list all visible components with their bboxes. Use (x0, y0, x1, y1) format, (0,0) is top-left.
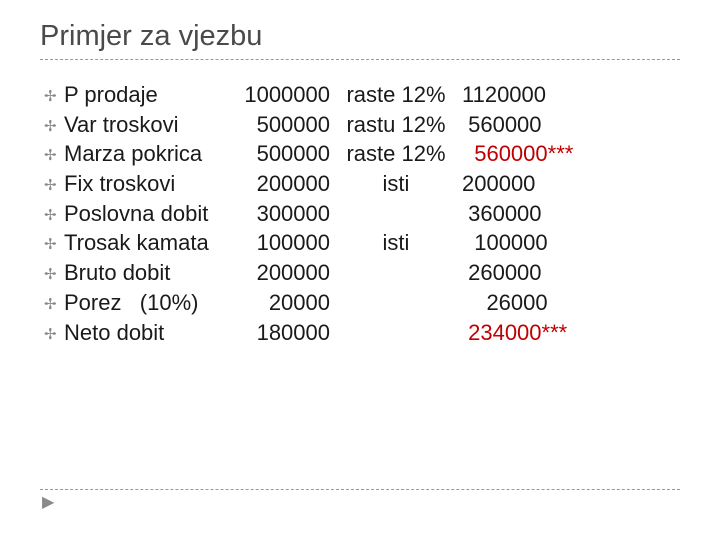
list-item: ✢P prodaje1000000raste 12%1120000 (44, 80, 680, 110)
row-label: Var troskovi (64, 110, 222, 140)
row-label: Poslovna dobit (64, 199, 222, 229)
row-change: rastu 12% (330, 110, 462, 140)
row-value-1: 1000000 (222, 80, 330, 110)
list-item: ✢Neto dobit180000 234000*** (44, 318, 680, 348)
bullet-icon: ✢ (44, 176, 64, 196)
slide-title: Primjer za vjezbu (40, 20, 680, 53)
row-label: Bruto dobit (64, 258, 222, 288)
row-value-1: 500000 (222, 110, 330, 140)
row-label: Trosak kamata (64, 228, 222, 258)
list-item: ✢Var troskovi500000rastu 12% 560000 (44, 110, 680, 140)
row-change: isti (330, 228, 462, 258)
bullet-icon: ✢ (44, 206, 64, 226)
row-label: P prodaje (64, 80, 222, 110)
row-change: raste 12% (330, 139, 462, 169)
bullet-icon: ✢ (44, 295, 64, 315)
bullet-icon: ✢ (44, 235, 64, 255)
list-item: ✢Trosak kamata100000isti 100000 (44, 228, 680, 258)
list-item: ✢Fix troskovi200000isti200000 (44, 169, 680, 199)
row-value-2: 560000*** (462, 139, 573, 169)
row-value-2: 560000 (462, 110, 542, 140)
row-label: Fix troskovi (64, 169, 222, 199)
row-label: Neto dobit (64, 318, 222, 348)
row-value-1: 200000 (222, 169, 330, 199)
bullet-icon: ✢ (44, 87, 64, 107)
row-value-1: 500000 (222, 139, 330, 169)
footer-marker-icon: ▶ (42, 492, 54, 512)
bullet-icon: ✢ (44, 146, 64, 166)
row-label: Porez (10%) (64, 288, 222, 318)
row-value-2: 234000*** (462, 318, 567, 348)
row-value-1: 100000 (222, 228, 330, 258)
bullet-icon: ✢ (44, 117, 64, 137)
content-list: ✢P prodaje1000000raste 12%1120000✢Var tr… (44, 80, 680, 347)
row-value-2: 100000 (462, 228, 548, 258)
row-change: isti (330, 169, 462, 199)
row-value-1: 20000 (222, 288, 330, 318)
row-value-2: 360000 (462, 199, 542, 229)
row-value-2: 26000 (462, 288, 548, 318)
list-item: ✢Marza pokrica500000raste 12% 560000*** (44, 139, 680, 169)
list-item: ✢Porez (10%)20000 26000 (44, 288, 680, 318)
list-item: ✢Poslovna dobit300000 360000 (44, 199, 680, 229)
title-divider: Primjer za vjezbu (40, 20, 680, 60)
footer-divider (40, 489, 680, 490)
bullet-icon: ✢ (44, 265, 64, 285)
row-change: raste 12% (330, 80, 462, 110)
row-value-2: 1120000 (462, 80, 546, 110)
row-value-2: 260000 (462, 258, 542, 288)
row-label: Marza pokrica (64, 139, 222, 169)
row-value-2: 200000 (462, 169, 535, 199)
bullet-icon: ✢ (44, 325, 64, 345)
row-value-1: 200000 (222, 258, 330, 288)
row-value-1: 180000 (222, 318, 330, 348)
row-value-1: 300000 (222, 199, 330, 229)
list-item: ✢Bruto dobit200000 260000 (44, 258, 680, 288)
